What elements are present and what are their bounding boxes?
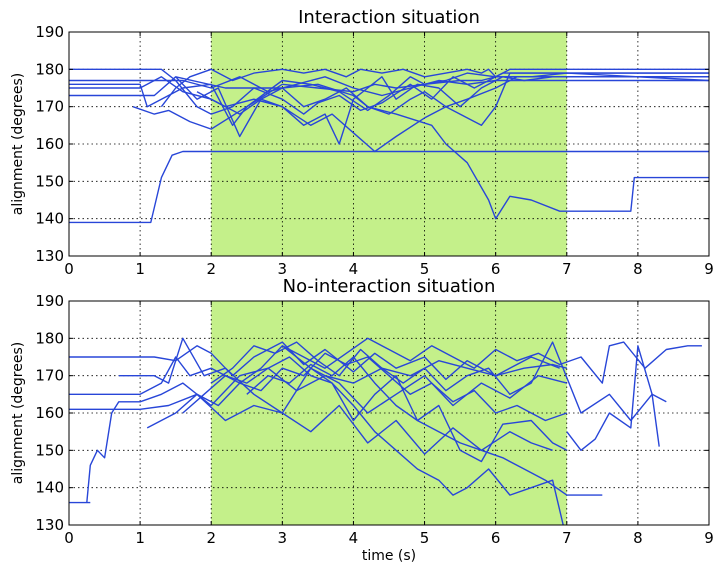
y-tick-label: 160 (35, 404, 64, 422)
x-tick-label: 4 (349, 529, 359, 547)
chart-title: Interaction situation (298, 7, 480, 28)
x-tick-label: 8 (633, 529, 643, 547)
x-tick-label: 2 (206, 260, 216, 278)
x-tick-label: 1 (135, 529, 145, 547)
chart-title: No-interaction situation (283, 276, 496, 297)
x-tick-label: 9 (704, 260, 713, 278)
panel-1: 0 1 2 3 4 5 6 7 8 9 130 140 150 160 170 180 190 Interacti… (10, 7, 713, 278)
x-tick-label: 3 (278, 529, 288, 547)
series-line-10 (246, 356, 603, 496)
y-axis-label: alignment (degrees) (10, 73, 26, 215)
series-line-10 (196, 76, 709, 153)
x-axis-label: time (s) (362, 548, 416, 564)
y-tick-label: 180 (35, 329, 64, 347)
x-tick-label: 6 (491, 529, 501, 547)
series-line-12 (566, 345, 660, 451)
y-tick-label: 140 (35, 210, 64, 228)
y-tick-label: 180 (35, 60, 64, 78)
series-line-11 (281, 337, 702, 384)
x-tick-label: 6 (491, 260, 501, 278)
x-tick-label: 9 (704, 529, 713, 547)
series-line-9 (69, 76, 709, 97)
x-tick-label: 0 (64, 260, 74, 278)
x-tick-label: 7 (562, 529, 572, 547)
y-tick-label: 160 (35, 135, 64, 153)
x-tick-label: 2 (206, 529, 216, 547)
series-group (69, 337, 702, 525)
y-axis-label: alignment (degrees) (10, 342, 26, 484)
y-tick-label: 170 (35, 98, 64, 116)
y-tick-label: 170 (35, 367, 64, 385)
series-group (69, 68, 709, 224)
y-tick-label: 130 (35, 247, 64, 265)
x-tick-label: 0 (64, 529, 74, 547)
x-tick-label: 3 (278, 260, 288, 278)
x-tick-label: 1 (135, 260, 145, 278)
series-line-1 (69, 150, 709, 224)
y-tick-label: 190 (35, 23, 64, 41)
y-tick-label: 150 (35, 441, 64, 459)
x-tick-label: 5 (420, 260, 430, 278)
series-line-1 (86, 356, 560, 503)
x-tick-label: 5 (420, 529, 430, 547)
series-line-5 (69, 68, 709, 115)
series-line-7 (160, 68, 709, 108)
series-line-6 (118, 337, 568, 463)
x-tick-label: 8 (633, 260, 643, 278)
series-line-8 (182, 356, 564, 525)
x-tick-label: 4 (349, 260, 359, 278)
series-line-2 (69, 76, 709, 220)
y-tick-label: 140 (35, 479, 64, 497)
panel-2: 0 1 2 3 4 5 6 7 8 9 130 140 150 160 170 180 190 No-intera… (10, 276, 713, 564)
series-line-3 (69, 76, 709, 127)
y-tick-label: 150 (35, 172, 64, 190)
y-tick-label: 190 (35, 292, 64, 310)
y-tick-label: 130 (35, 516, 64, 534)
x-tick-label: 7 (562, 260, 572, 278)
